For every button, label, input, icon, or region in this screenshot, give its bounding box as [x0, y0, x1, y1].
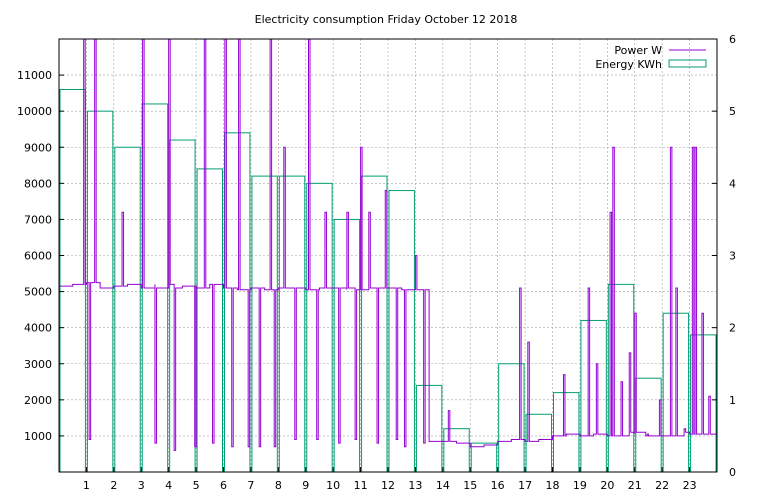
x-axis-ticks: 1 2 3 4 5 6 7 8 9 10 11 12 13 14 15 16 17 18 19 20 21 22 23	[83, 467, 697, 492]
x-tick-label: 4	[165, 479, 172, 492]
x-tick-label: 17	[518, 479, 532, 492]
y-left-tick-label: 5000	[24, 286, 52, 299]
y-left-tick-label: 10000	[17, 105, 52, 118]
x-tick-label: 3	[138, 479, 145, 492]
y-left-axis-ticks: 1000 2000 3000 4000 5000 6000 7000 8000 9000 1000…	[17, 69, 64, 443]
y-right-tick-label: 5	[729, 105, 736, 118]
x-tick-label: 1	[83, 479, 90, 492]
x-tick-label: 10	[326, 479, 340, 492]
power-line-layer	[59, 38, 718, 451]
y-right-tick-label: 3	[729, 250, 736, 263]
y-left-tick-label: 2000	[24, 394, 52, 407]
x-tick-label: 21	[628, 479, 642, 492]
energy-bar	[607, 283, 635, 473]
energy-bar	[251, 175, 278, 473]
x-tick-label: 6	[220, 479, 227, 492]
x-tick-label: 15	[463, 479, 477, 492]
x-tick-label: 19	[573, 479, 587, 492]
x-tick-label: 9	[302, 479, 309, 492]
energy-bar	[580, 319, 607, 473]
energy-bar	[498, 363, 525, 473]
y-right-axis-ticks: 0 1 2 3 4 5 6	[712, 33, 736, 479]
energy-bar	[443, 428, 470, 473]
power-line	[59, 38, 718, 451]
x-tick-label: 7	[247, 479, 254, 492]
y-left-tick-label: 11000	[17, 69, 52, 82]
energy-bar	[224, 132, 251, 473]
energy-bar	[635, 377, 662, 473]
y-left-tick-label: 8000	[24, 177, 52, 190]
x-tick-label: 18	[546, 479, 560, 492]
x-tick-label: 14	[436, 479, 450, 492]
y-right-tick-label: 4	[729, 177, 736, 190]
energy-bar	[278, 175, 306, 473]
x-tick-label: 12	[381, 479, 395, 492]
energy-bar	[388, 190, 415, 473]
y-left-tick-label: 6000	[24, 250, 52, 263]
x-tick-label: 5	[193, 479, 200, 492]
energy-bar	[196, 168, 223, 473]
x-tick-label: 20	[600, 479, 614, 492]
legend-energy-swatch	[668, 59, 707, 68]
legend-energy-label: Energy KWh	[595, 58, 662, 71]
y-right-tick-label: 6	[729, 33, 736, 46]
chart-title: Electricity consumption Friday October 1…	[255, 13, 518, 26]
energy-bar	[525, 413, 552, 473]
energy-bar	[114, 146, 141, 473]
x-tick-label: 2	[110, 479, 117, 492]
legend-power-label: Power W	[614, 44, 662, 57]
legend: Power W Energy KWh	[595, 44, 707, 71]
x-tick-label: 13	[408, 479, 422, 492]
y-left-tick-label: 9000	[24, 141, 52, 154]
energy-bar	[361, 175, 388, 473]
y-left-tick-label: 1000	[24, 430, 52, 443]
energy-bar	[553, 392, 580, 473]
y-left-tick-label: 3000	[24, 358, 52, 371]
y-left-tick-label: 7000	[24, 213, 52, 226]
x-tick-label: 8	[275, 479, 282, 492]
x-tick-label: 16	[491, 479, 505, 492]
y-left-tick-label: 4000	[24, 322, 52, 335]
y-right-tick-label: 2	[729, 322, 736, 335]
energy-bar	[470, 442, 498, 473]
energy-bar	[169, 139, 196, 473]
y-right-tick-label: 1	[729, 394, 736, 407]
y-right-tick-label: 0	[729, 466, 736, 479]
x-tick-label: 22	[655, 479, 669, 492]
x-tick-label: 11	[354, 479, 368, 492]
x-tick-label: 23	[683, 479, 697, 492]
